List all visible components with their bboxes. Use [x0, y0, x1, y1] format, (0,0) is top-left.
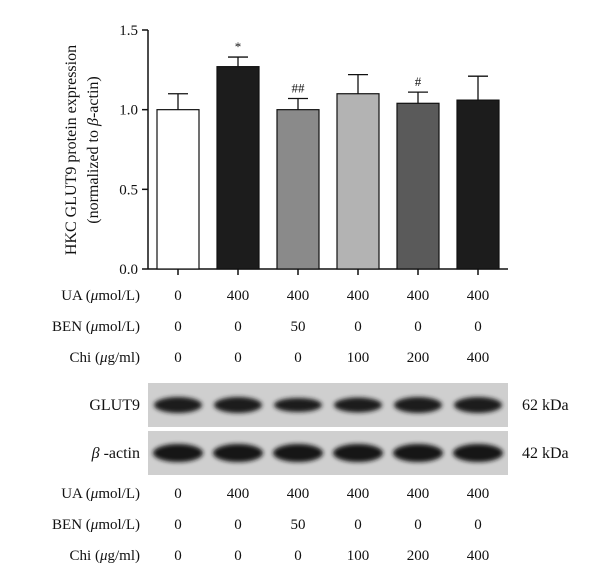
bar [156, 109, 200, 270]
condition-value: 400 [407, 288, 430, 304]
glut9-band [454, 397, 502, 413]
blot-row-label: β -actin [91, 445, 140, 462]
blot-size-label: 62 kDa [522, 397, 569, 414]
condition-value: 0 [174, 319, 182, 335]
condition-row-label: Chi (μg/ml) [70, 350, 140, 366]
bar [456, 99, 500, 270]
condition-value: 0 [414, 517, 422, 533]
glut9-band [274, 398, 322, 412]
blot-glut9-panel [148, 383, 508, 427]
significance-label: # [415, 74, 422, 89]
y-axis-label-line1: HKC GLUT9 protein expression [63, 45, 80, 255]
significance-label: ## [292, 81, 306, 96]
condition-value: 0 [474, 319, 482, 335]
condition-value: 0 [234, 548, 242, 564]
bar [336, 93, 380, 270]
glut9-band [334, 397, 382, 413]
y-tick-label: 0.0 [119, 262, 138, 278]
condition-value: 50 [291, 517, 306, 533]
condition-value: 400 [227, 486, 250, 502]
actin-band [213, 444, 263, 462]
condition-value: 400 [347, 486, 370, 502]
condition-value: 0 [234, 350, 242, 366]
actin-band [153, 444, 203, 462]
condition-value: 200 [407, 548, 430, 564]
condition-value: 0 [294, 350, 302, 366]
condition-value: 0 [174, 486, 182, 502]
blot-actin-panel [148, 431, 508, 475]
actin-band [393, 444, 443, 462]
condition-value: 400 [467, 548, 490, 564]
condition-value: 400 [467, 486, 490, 502]
bar [396, 102, 440, 270]
y-tick-label: 1.5 [119, 23, 138, 39]
glut9-band [394, 397, 442, 413]
y-tick-label: 0.5 [119, 182, 138, 198]
blot-row-label: GLUT9 [89, 397, 140, 414]
condition-value: 0 [294, 548, 302, 564]
actin-band [273, 444, 323, 462]
condition-value: 0 [174, 350, 182, 366]
condition-value: 400 [347, 288, 370, 304]
condition-row-label: UA (μmol/L) [61, 486, 140, 502]
condition-value: 0 [354, 319, 362, 335]
condition-value: 0 [234, 517, 242, 533]
condition-value: 200 [407, 350, 430, 366]
condition-value: 0 [234, 319, 242, 335]
bar [276, 109, 320, 270]
condition-row-label: BEN (μmol/L) [52, 319, 140, 335]
glut9-band [214, 397, 262, 413]
condition-value: 50 [291, 319, 306, 335]
condition-value: 400 [407, 486, 430, 502]
bar [216, 66, 260, 270]
condition-value: 0 [354, 517, 362, 533]
condition-value: 0 [174, 517, 182, 533]
condition-value: 100 [347, 548, 370, 564]
significance-label: * [235, 39, 242, 54]
condition-value: 400 [467, 288, 490, 304]
condition-value: 400 [467, 350, 490, 366]
condition-value: 0 [174, 548, 182, 564]
y-axis-label-line2: (normalized to β-actin) [85, 76, 102, 223]
condition-value: 400 [227, 288, 250, 304]
glut9-band [154, 397, 202, 413]
condition-value: 0 [474, 517, 482, 533]
actin-band [453, 444, 503, 462]
condition-value: 0 [414, 319, 422, 335]
condition-row-label: UA (μmol/L) [61, 288, 140, 304]
condition-value: 0 [174, 288, 182, 304]
actin-band [333, 444, 383, 462]
condition-row-label: Chi (μg/ml) [70, 548, 140, 564]
condition-value: 400 [287, 288, 310, 304]
condition-value: 100 [347, 350, 370, 366]
condition-row-label: BEN (μmol/L) [52, 517, 140, 533]
y-tick-label: 1.0 [119, 103, 138, 119]
condition-value: 400 [287, 486, 310, 502]
blot-size-label: 42 kDa [522, 445, 569, 462]
